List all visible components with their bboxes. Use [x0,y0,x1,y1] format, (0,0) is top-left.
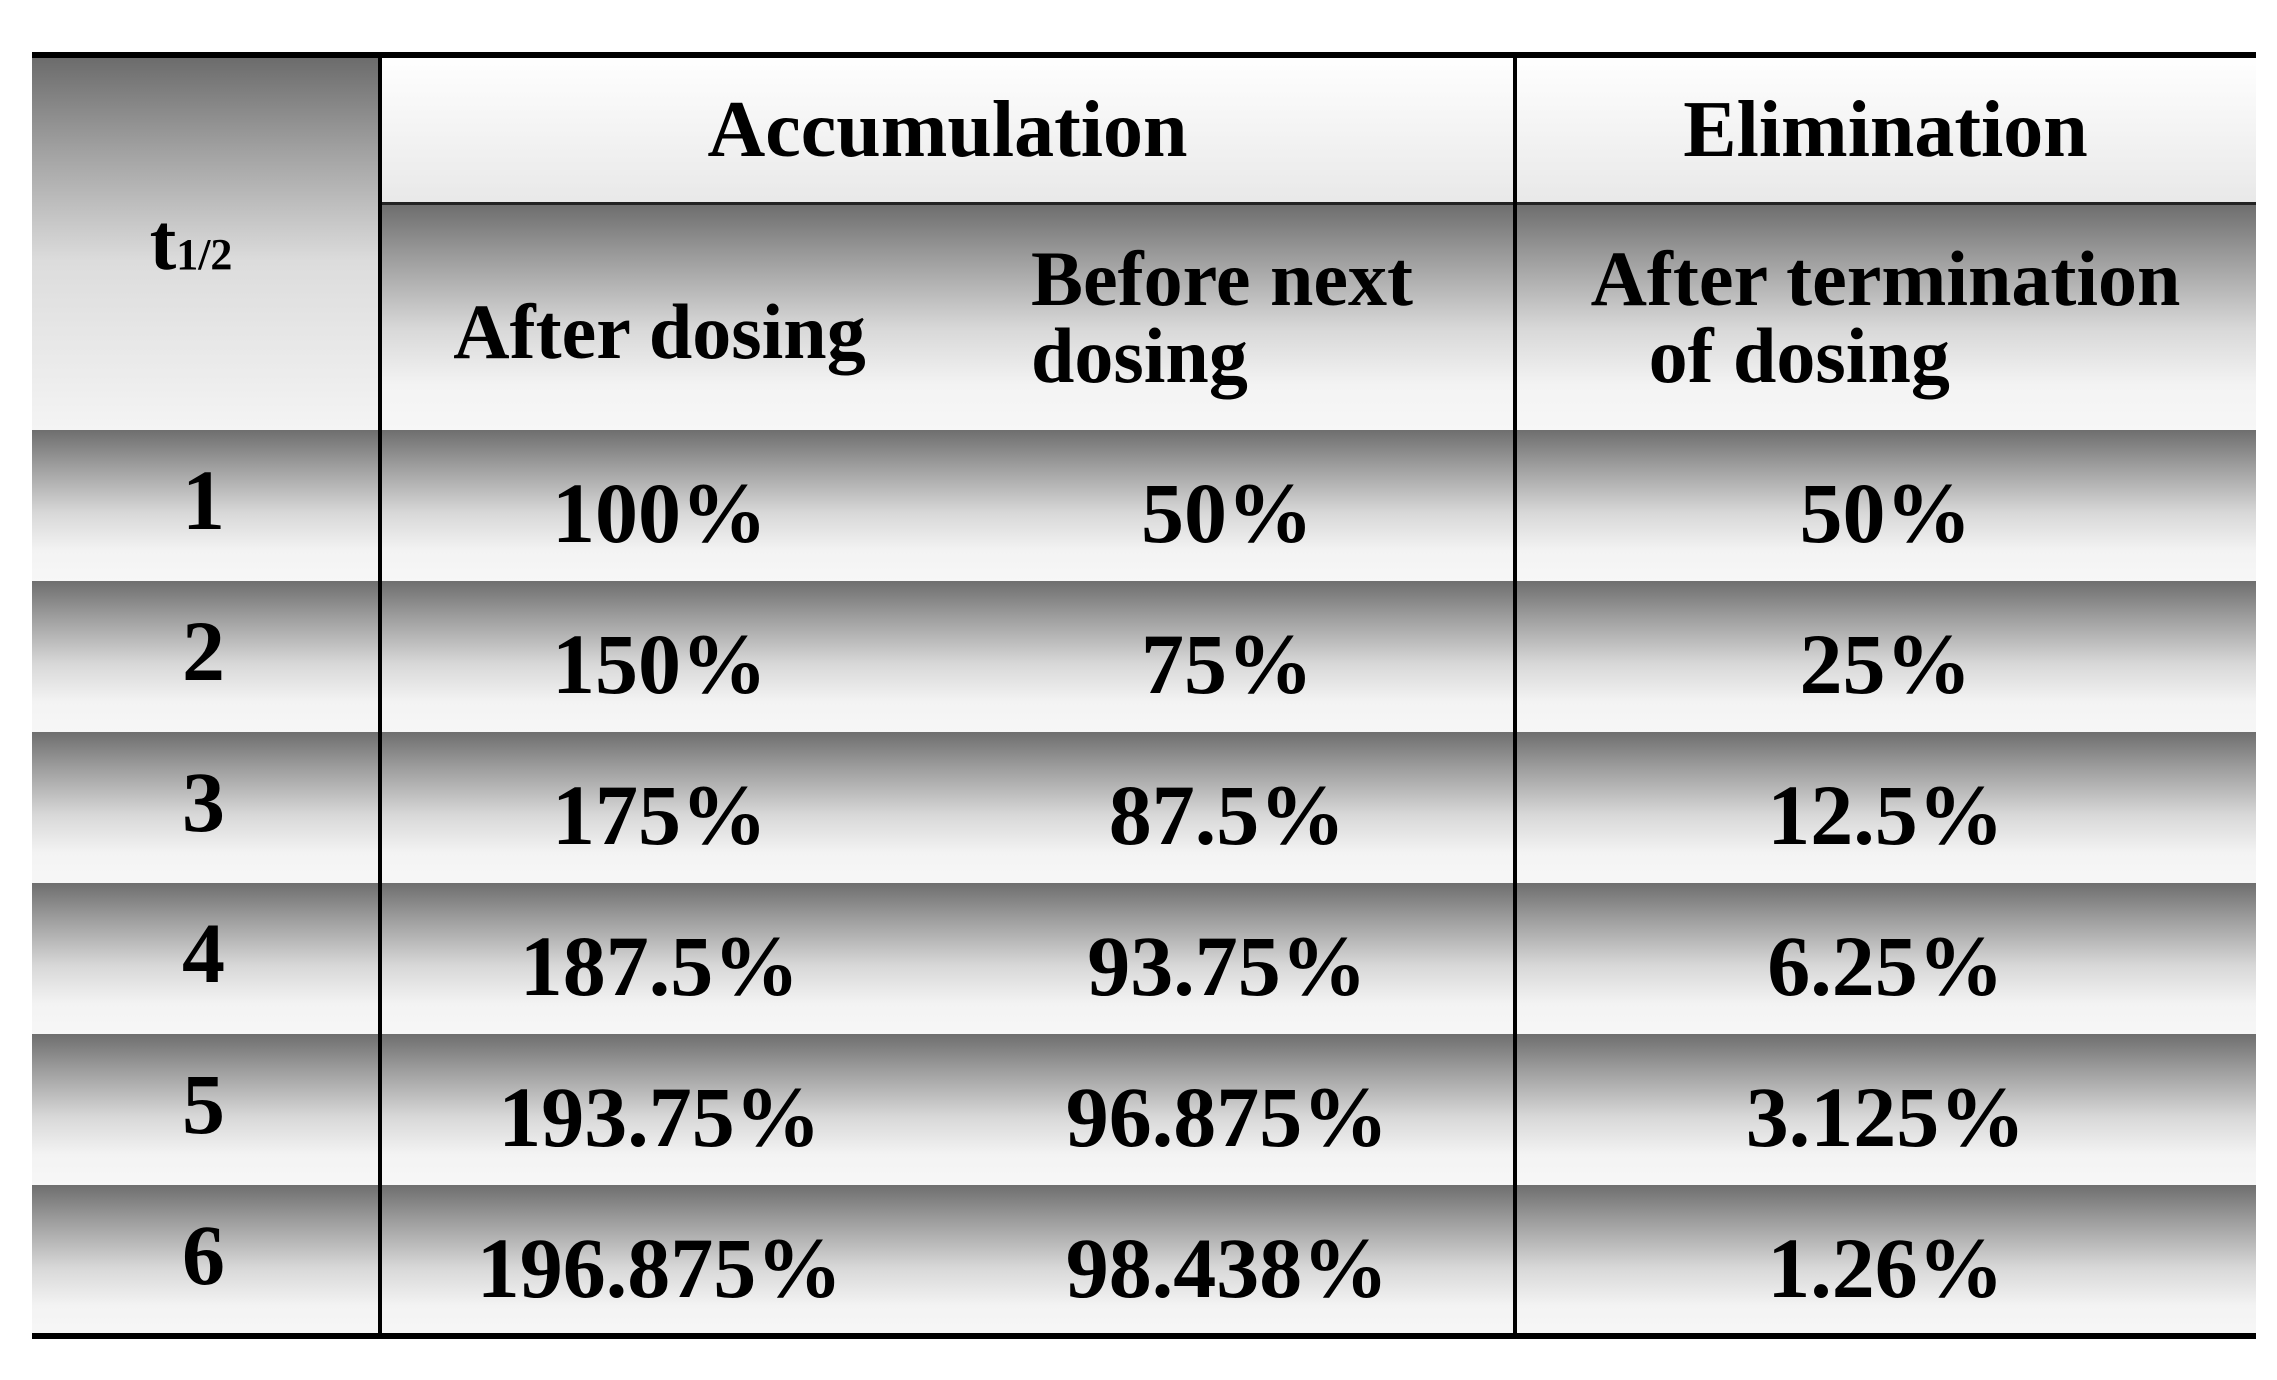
column-header-after-termination: After termination of dosing [1515,205,2256,430]
table-cell: 6.25% [1515,883,2256,1034]
table-cell: 96.875% [939,1034,1515,1185]
table-cell: 2 [32,581,380,732]
column-header-before-next-dosing: Before next dosing [939,205,1515,430]
row-header-label: t1/2 [149,198,233,287]
elimination-value: 6.25% [1767,917,2004,1014]
after-dosing-value: 196.875% [476,1219,843,1316]
table-cell: 50% [1515,430,2256,581]
table-cell: 98.438% [939,1185,1515,1336]
table-cell: 75% [939,581,1515,732]
table-cell: 3.125% [1515,1034,2256,1185]
table-cell: 196.875% [380,1185,939,1336]
half-life-count: 5 [182,1055,225,1152]
table-cell: 1 [32,430,380,581]
half-life-table: t1/2 Accumulation Elimination After dosi… [32,52,2256,1339]
after-dosing-value: 150% [552,615,767,712]
half-life-count: 6 [182,1206,225,1303]
table-cell: 150% [380,581,939,732]
group-header-accumulation-label: Accumulation [707,86,1188,174]
group-header-accumulation: Accumulation [380,55,1515,205]
table-bottom-border [32,1333,2256,1339]
group-header-elimination-label: Elimination [1683,86,2088,174]
after-dosing-value: 187.5% [519,917,800,1014]
column-header-after-dosing: After dosing [380,205,939,430]
after-dosing-value: 175% [552,766,767,863]
before-next-dosing-value: 75% [1141,615,1313,712]
elimination-value: 1.26% [1767,1219,2004,1316]
table-cell: 193.75% [380,1034,939,1185]
table-cell: 3 [32,732,380,883]
table-cell: 6 [32,1185,380,1336]
table-cell: 100% [380,430,939,581]
group-header-elimination: Elimination [1515,55,2256,205]
table-cell: 187.5% [380,883,939,1034]
before-next-dosing-value: 98.438% [1065,1219,1389,1316]
before-next-dosing-value: 93.75% [1087,917,1367,1014]
table-cell: 1.26% [1515,1185,2256,1336]
column-header-after-dosing-label: After dosing [453,288,866,376]
elimination-value: 12.5% [1767,766,2004,863]
table-cell: 12.5% [1515,732,2256,883]
half-life-count: 3 [182,753,225,850]
table-cell: 175% [380,732,939,883]
table-cell: 4 [32,883,380,1034]
half-life-count: 2 [182,602,225,699]
table-cell: 25% [1515,581,2256,732]
elimination-value: 25% [1799,615,1972,712]
table-cell: 50% [939,430,1515,581]
before-next-dosing-value: 50% [1141,464,1313,561]
header-group-divider [380,202,2256,205]
column-header-before-next-dosing-label: Before next dosing [1031,235,1413,399]
elimination-value: 3.125% [1745,1068,2026,1165]
half-life-count: 1 [182,451,225,548]
column-header-after-termination-label: After termination of dosing [1590,235,2181,399]
column-divider-right [1513,55,1517,1336]
table-cell: 5 [32,1034,380,1185]
column-divider-left [378,55,382,1336]
before-next-dosing-value: 87.5% [1108,766,1346,863]
row-header-subscript: 1/2 [176,229,233,279]
elimination-value: 50% [1799,464,1972,561]
table-cell: 93.75% [939,883,1515,1034]
half-life-count: 4 [182,904,225,1001]
after-dosing-value: 193.75% [498,1068,821,1165]
table-top-border [32,52,2256,58]
after-dosing-value: 100% [552,464,767,561]
row-header-cell: t1/2 [32,55,380,430]
before-next-dosing-value: 96.875% [1065,1068,1389,1165]
table-cell: 87.5% [939,732,1515,883]
